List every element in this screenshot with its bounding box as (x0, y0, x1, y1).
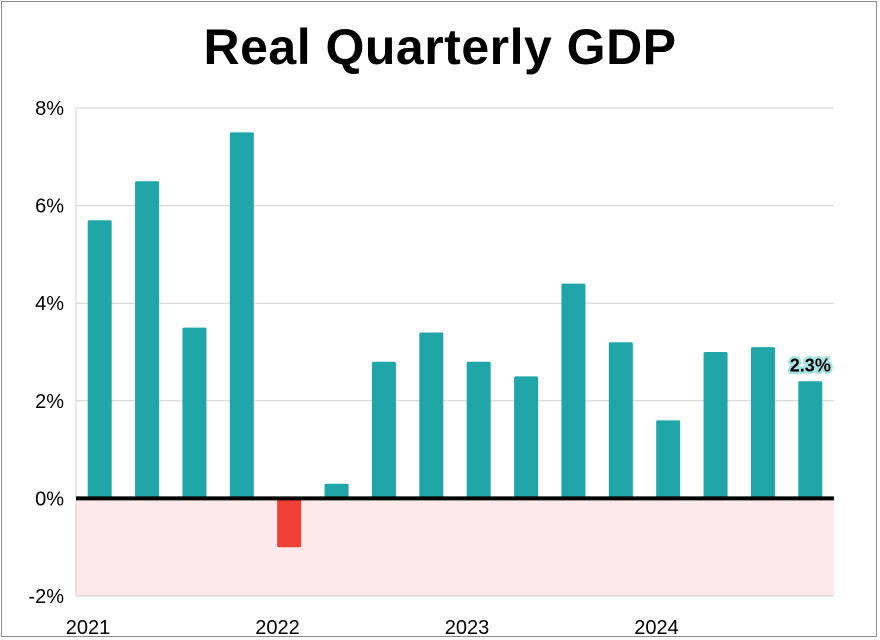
bar-2022-q2 (324, 483, 349, 499)
y-tick-label: 2% (35, 391, 64, 413)
x-year-label: 2024 (634, 617, 679, 639)
bar-2022-q3 (371, 361, 396, 499)
bar-2022-q4 (419, 332, 444, 499)
bar-2024-q3 (750, 347, 775, 499)
x-year-label: 2023 (445, 617, 490, 639)
bar-2023-q3 (561, 283, 586, 499)
bar-2021-q1 (87, 220, 112, 499)
bar-2021-q3 (182, 327, 207, 499)
bar-2024-q2 (703, 352, 728, 499)
x-year-label: 2022 (255, 617, 300, 639)
bar-2023-q4 (608, 342, 633, 499)
bar-2021-q2 (135, 181, 160, 499)
y-tick-label: -2% (28, 586, 64, 608)
bar-2022-q1 (277, 498, 302, 548)
labels: -2% 0% 2% 4% 6% 8% 2021 2022 2023 2024 2.3% (28, 98, 833, 639)
y-tick-label: 4% (35, 293, 64, 315)
x-year-label: 2021 (66, 617, 111, 639)
data-label: 2.3% (790, 355, 831, 375)
plot-background (76, 498, 834, 596)
bar-2024-q4 (798, 381, 823, 499)
bar-2021-q4 (229, 132, 254, 499)
bar-2024-q1 (656, 420, 681, 499)
bar-series (87, 132, 823, 548)
chart-title: Real Quarterly GDP (203, 19, 677, 75)
axes (75, 108, 834, 596)
y-tick-label: 6% (35, 196, 64, 218)
bar-2023-q2 (514, 376, 539, 499)
y-tick-label: 8% (35, 98, 64, 120)
y-tick-label: 0% (35, 488, 64, 510)
negative-region (76, 498, 834, 596)
bar-2023-q1 (466, 361, 491, 499)
